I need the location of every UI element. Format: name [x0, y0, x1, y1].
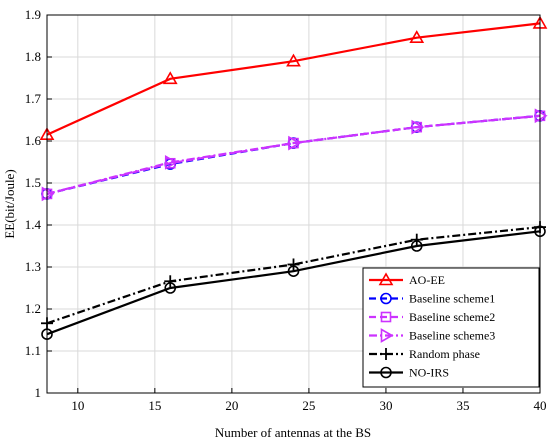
- legend-marker-0: [378, 272, 394, 286]
- series-0-point-1: [162, 71, 178, 85]
- legend: AO-EE Baseline scheme1 Baseline scheme2 Bas…: [362, 267, 540, 388]
- series-5-point-2: [287, 265, 300, 278]
- legend-item-2: Baseline scheme2: [369, 310, 495, 324]
- y-tick-label-1: 1.1: [25, 343, 41, 358]
- legend-label-0: AO-EE: [409, 273, 445, 287]
- y-tick-label-9: 1.9: [25, 7, 41, 22]
- series-4-point-2: [287, 258, 300, 271]
- x-tick-label-2: 20: [225, 398, 238, 413]
- series-3: [41, 108, 548, 202]
- y-tick-label-6: 1.6: [25, 133, 42, 148]
- series-3-point-1: [164, 155, 178, 170]
- legend-marker-2: [380, 311, 392, 323]
- legend-label-3: Baseline scheme3: [409, 329, 495, 343]
- series-4-point-3: [410, 233, 423, 246]
- legend-marker-5: [380, 366, 392, 379]
- y-tick-label-2: 1.2: [25, 301, 41, 316]
- x-axis-ticks: 10 15 20 25 30 35 40: [71, 388, 547, 413]
- series-5-point-3: [410, 240, 423, 252]
- legend-marker-4: [380, 348, 392, 360]
- y-tick-label-4: 1.4: [25, 217, 42, 232]
- series-5-point-1: [164, 282, 177, 294]
- legend-item-0: AO-EE: [369, 272, 445, 287]
- series-layer: [39, 15, 548, 341]
- legend-label-4: Random phase: [409, 347, 480, 361]
- legend-marker-3: [380, 328, 394, 343]
- x-tick-label-4: 30: [379, 398, 392, 413]
- legend-label-1: Baseline scheme1: [409, 292, 495, 306]
- x-tick-label-0: 10: [71, 398, 84, 413]
- x-tick-label-5: 35: [456, 398, 469, 413]
- x-axis-title: Number of antennas at the BS: [215, 425, 371, 440]
- legend-label-2: Baseline scheme2: [409, 310, 495, 324]
- series-line-4: [46, 226, 541, 325]
- series-line-3: [46, 114, 541, 195]
- series-3-point-3: [411, 119, 425, 135]
- x-tick-label-6: 40: [534, 398, 547, 413]
- legend-box: [362, 267, 540, 388]
- y-tick-label-3: 1.3: [25, 259, 41, 274]
- series-line-0: [46, 22, 541, 136]
- legend-marker-1: [380, 292, 392, 305]
- legend-label-5: NO-IRS: [409, 366, 449, 380]
- y-axis-ticks: 1 1.1 1.2 1.3 1.4 1.5 1.6 1.7 1.8 1.9: [25, 7, 52, 400]
- x-tick-label-1: 15: [148, 398, 161, 413]
- series-3-point-0: [41, 186, 55, 202]
- y-tick-label-0: 1: [35, 385, 42, 400]
- series-3-point-2: [288, 135, 302, 151]
- series-0-point-2: [286, 53, 301, 67]
- y-tick-label-7: 1.7: [25, 91, 42, 106]
- series-4-point-1: [164, 275, 177, 288]
- series-line-5: [46, 230, 541, 336]
- y-tick-label-8: 1.8: [25, 49, 41, 64]
- legend-item-3: Baseline scheme3: [369, 328, 495, 343]
- x-tick-label-3: 25: [302, 398, 315, 413]
- series-3-point-4: [534, 108, 548, 124]
- legend-item-1: Baseline scheme1: [369, 292, 495, 306]
- y-tick-label-5: 1.5: [25, 175, 41, 190]
- legend-item-4: Random phase: [369, 347, 480, 361]
- legend-item-5: NO-IRS: [369, 366, 449, 380]
- y-axis-title: EE(bit/Joule): [2, 169, 17, 238]
- plot-area-border: [46, 14, 541, 394]
- series-0-point-3: [409, 30, 425, 43]
